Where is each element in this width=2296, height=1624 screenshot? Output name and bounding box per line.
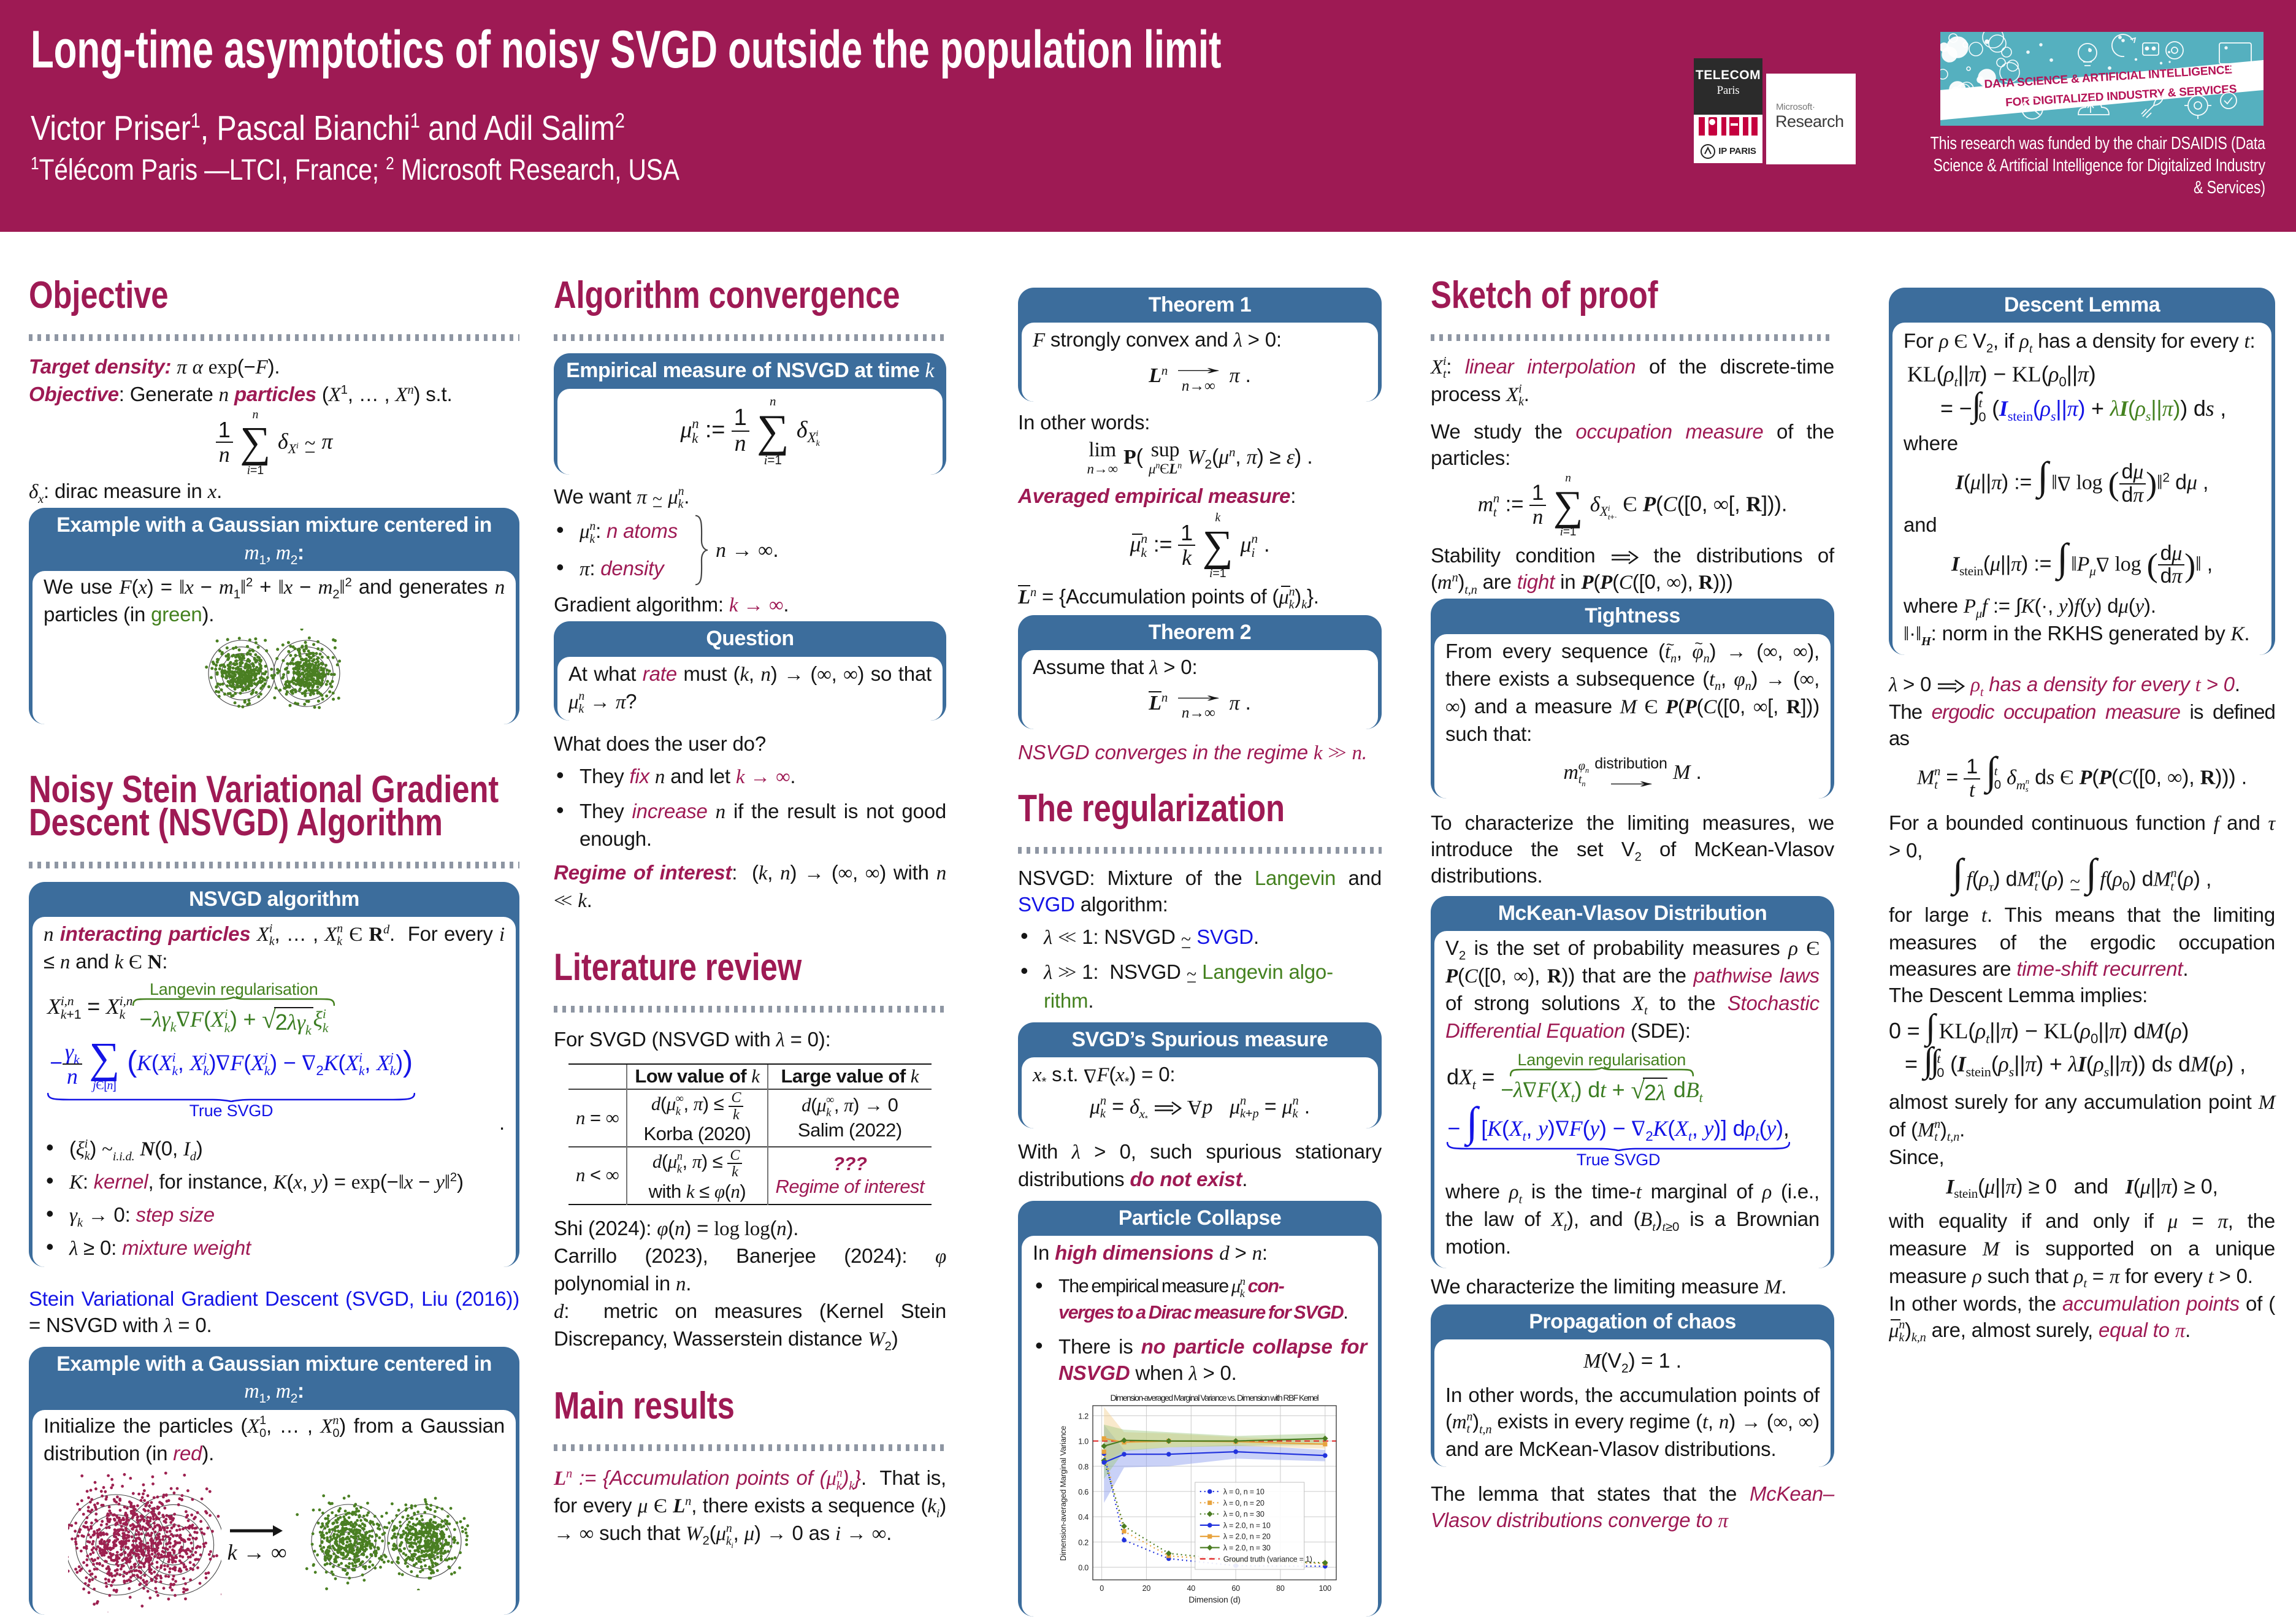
svg-text:0.0: 0.0: [1078, 1564, 1089, 1572]
svg-text:1.0: 1.0: [1078, 1438, 1089, 1446]
svg-text:Ground truth (variance = 1): Ground truth (variance = 1): [1223, 1555, 1312, 1563]
svg-text:40: 40: [1187, 1584, 1196, 1593]
svg-text:λ = 0, n = 30: λ = 0, n = 30: [1223, 1510, 1265, 1519]
svg-text:0.6: 0.6: [1078, 1488, 1089, 1496]
svg-text:λ = 2.0, n = 10: λ = 2.0, n = 10: [1223, 1522, 1271, 1530]
svg-text:0: 0: [1100, 1584, 1104, 1593]
svg-text:80: 80: [1276, 1584, 1285, 1593]
svg-text:0.4: 0.4: [1078, 1513, 1089, 1522]
svg-text:λ = 0, n = 10: λ = 0, n = 10: [1223, 1488, 1265, 1496]
svg-text:20: 20: [1142, 1584, 1151, 1593]
svg-text:Dimension-averaged Marginal Va: Dimension-averaged Marginal Variance vs.…: [1111, 1393, 1319, 1403]
svg-text:λ = 2.0, n = 30: λ = 2.0, n = 30: [1223, 1544, 1271, 1552]
svg-text:Dimension-averaged Marginal Va: Dimension-averaged Marginal Variance: [1058, 1426, 1068, 1561]
svg-text:0.8: 0.8: [1078, 1463, 1089, 1471]
svg-text:60: 60: [1231, 1584, 1240, 1593]
svg-text:λ = 0, n = 20: λ = 0, n = 20: [1223, 1499, 1265, 1507]
svg-text:1.2: 1.2: [1078, 1412, 1089, 1421]
svg-text:λ = 2.0, n = 20: λ = 2.0, n = 20: [1223, 1533, 1271, 1541]
svg-text:100: 100: [1319, 1584, 1332, 1593]
svg-text:0.2: 0.2: [1078, 1538, 1089, 1547]
svg-text:Dimension (d): Dimension (d): [1188, 1595, 1241, 1604]
